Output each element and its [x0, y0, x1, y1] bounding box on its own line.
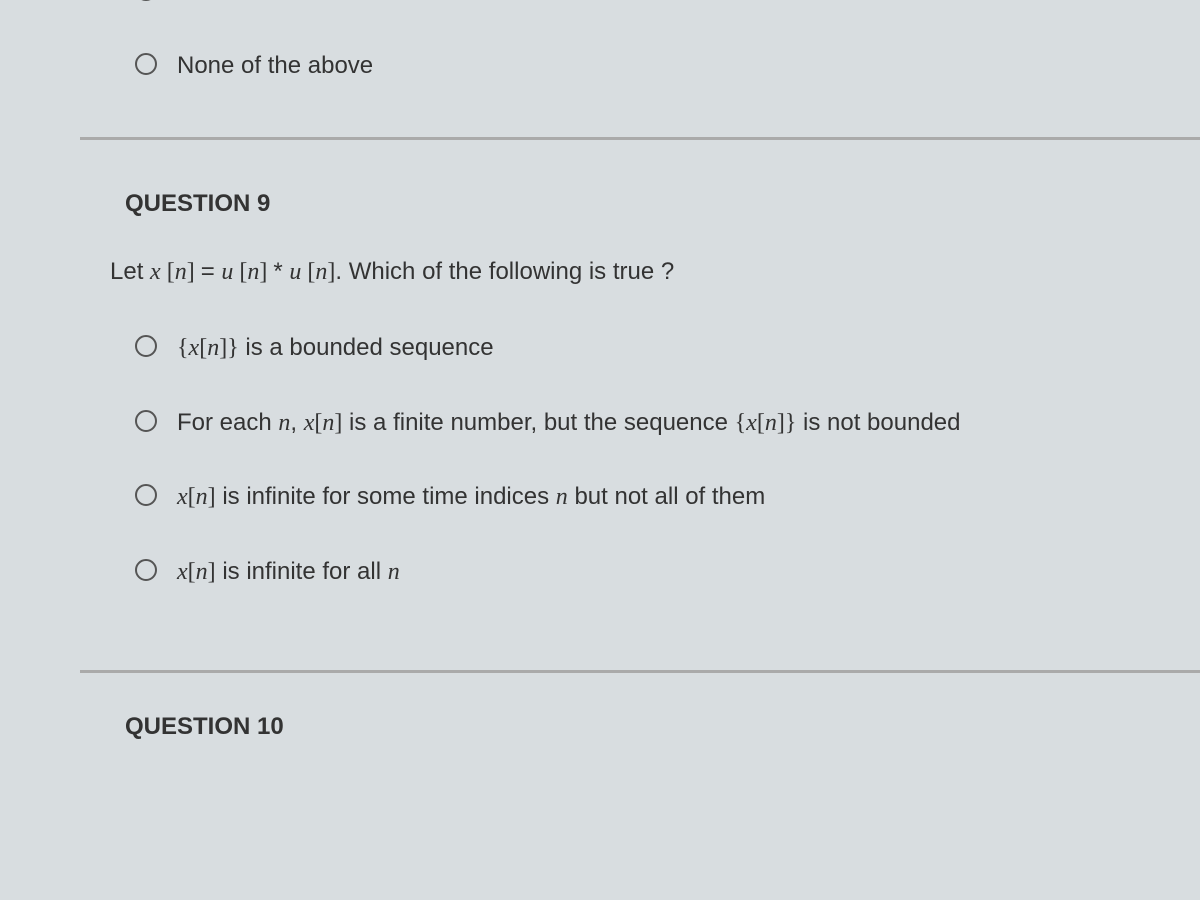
question-9: QUESTION 9 Let x [n] = u [n] * u [n]. Wh… [80, 140, 1200, 670]
opt1-brace-r: } [227, 335, 239, 361]
q9-option-3: x[n] is infinite for some time indices n… [135, 480, 1200, 515]
opt3-n1: n [196, 484, 208, 510]
opt1-n: n [207, 335, 219, 361]
opt1-x: x [189, 335, 200, 361]
prompt-suffix: . Which of the following is true ? [335, 258, 674, 285]
option-none: None of the above [135, 49, 1200, 83]
q9-radio-3[interactable] [135, 484, 157, 506]
opt2-bl2: [ [757, 410, 765, 436]
opt2-n3: n [765, 410, 777, 436]
question-9-prompt: Let x [n] = u [n] * u [n]. Which of the … [110, 258, 1200, 286]
opt4-x: x [177, 559, 188, 585]
opt1-bl: [ [199, 335, 207, 361]
opt3-br: ] [208, 484, 216, 510]
opt3-x: x [177, 484, 188, 510]
opt4-n2: n [388, 559, 400, 585]
q9-option-3-text: x[n] is infinite for some time indices n… [177, 480, 765, 515]
opt2-x: x [304, 410, 315, 436]
prompt-n2: n [247, 259, 259, 285]
prompt-n1: n [175, 259, 187, 285]
q9-radio-4[interactable] [135, 559, 157, 581]
opt3-t2: but not all of them [568, 483, 765, 510]
prompt-math: x [150, 259, 167, 285]
prompt-star: * [273, 258, 289, 285]
prompt-n3: n [315, 259, 327, 285]
opt2-t3: is a finite number, but the sequence [342, 409, 734, 436]
q9-option-1-text: {x[n]} is a bounded sequence [177, 331, 494, 366]
opt4-bl: [ [188, 559, 196, 585]
question-10-title: QUESTION 10 [125, 713, 1200, 741]
prompt-prefix: Let [110, 258, 150, 285]
opt3-n2: n [556, 484, 568, 510]
q9-radio-1[interactable] [135, 335, 157, 357]
opt2-br2: ] [777, 410, 785, 436]
opt4-t1: is infinite for all [216, 558, 388, 585]
radio-no[interactable] [135, 0, 157, 1]
q9-radio-2[interactable] [135, 410, 157, 432]
question-8-partial: No None of the above [80, 0, 1200, 138]
opt3-t1: is infinite for some time indices [216, 483, 556, 510]
option-no: No [135, 0, 1200, 9]
opt2-brace-r: } [785, 410, 797, 436]
q9-option-1: {x[n]} is a bounded sequence [135, 331, 1200, 366]
prompt-b4: ] [259, 259, 273, 285]
opt2-x2: x [746, 410, 757, 436]
q9-option-2-text: For each n, x[n] is a finite number, but… [177, 406, 961, 441]
q9-option-4-text: x[n] is infinite for all n [177, 555, 400, 590]
question-10-partial: QUESTION 10 [80, 673, 1200, 776]
opt1-br: ] [219, 335, 227, 361]
opt1-text: is a bounded sequence [239, 334, 494, 361]
prompt-u2: u [289, 259, 307, 285]
prompt-eq: = [201, 258, 222, 285]
question-9-title: QUESTION 9 [125, 190, 1200, 218]
quiz-container: No None of the above QUESTION 9 Let x [n… [0, 0, 1200, 776]
opt4-n1: n [196, 559, 208, 585]
opt1-brace-l: { [177, 335, 189, 361]
q9-option-2: For each n, x[n] is a finite number, but… [135, 406, 1200, 441]
opt2-n1: n [278, 410, 290, 436]
opt3-bl: [ [188, 484, 196, 510]
prompt-bracket: [ [167, 259, 175, 285]
opt2-brace-l: { [735, 410, 747, 436]
opt2-t2: , [290, 409, 303, 436]
radio-none[interactable] [135, 53, 157, 75]
opt2-t1: For each [177, 409, 278, 436]
option-no-label: No [177, 0, 208, 9]
opt4-br: ] [208, 559, 216, 585]
prompt-bracket2: ] [187, 259, 201, 285]
option-none-label: None of the above [177, 49, 373, 83]
q9-option-4: x[n] is infinite for all n [135, 555, 1200, 590]
prompt-u1: u [221, 259, 239, 285]
opt2-t4: is not bounded [796, 409, 960, 436]
opt2-n2: n [322, 410, 334, 436]
